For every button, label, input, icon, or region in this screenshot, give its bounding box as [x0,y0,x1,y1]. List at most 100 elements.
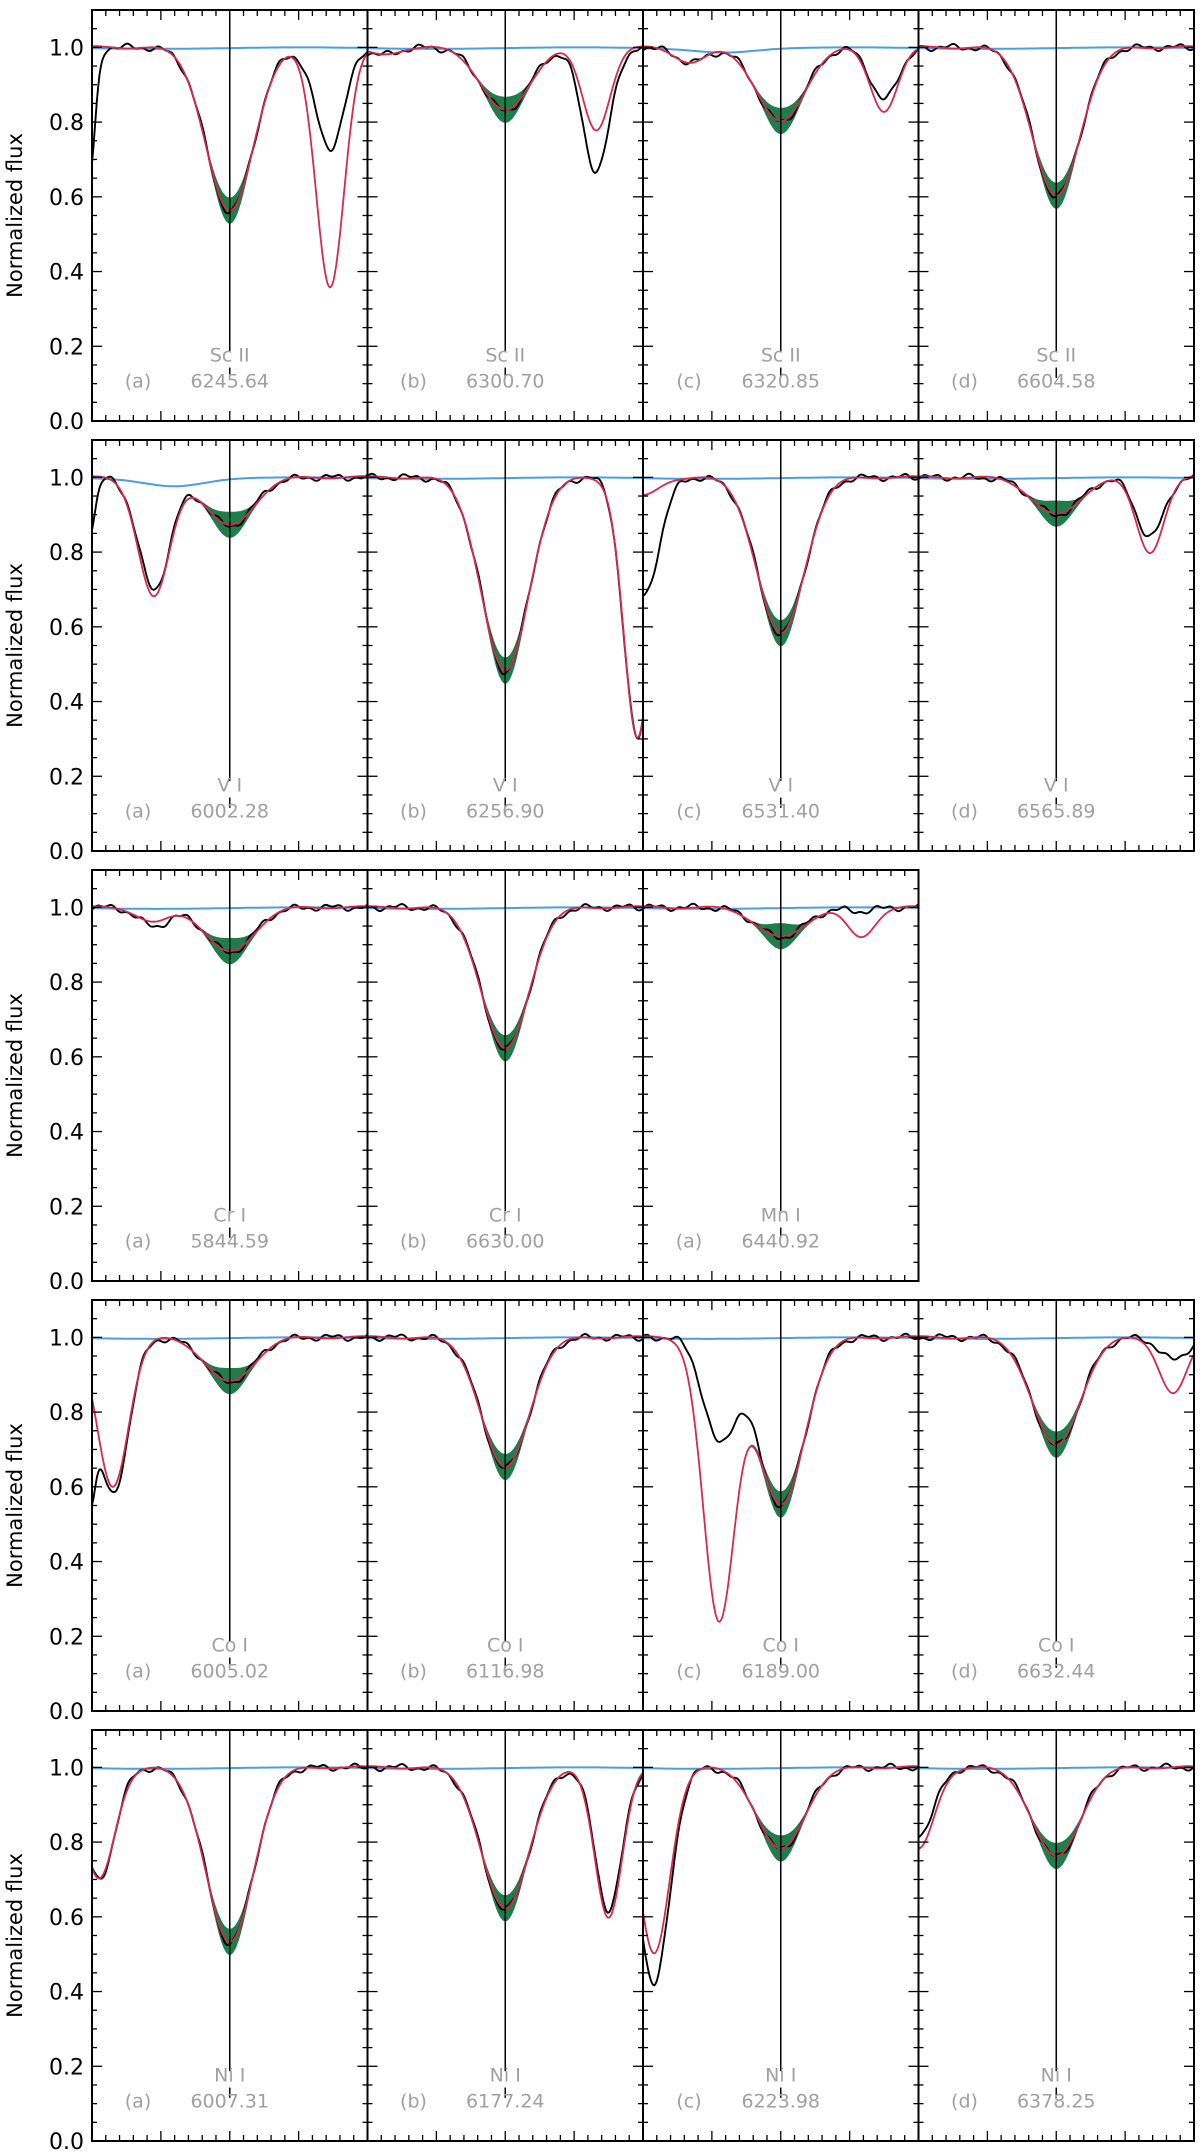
y-tick-label: 0.0 [49,840,84,865]
y-tick-label: 1.0 [49,896,84,921]
y-tick-label: 0.4 [49,1121,84,1146]
y-tick-label: 0.6 [49,616,84,641]
y-tick-label: 1.0 [49,36,84,61]
panel-letter: (a) [125,2090,151,2112]
panel-letter: (a) [125,1230,151,1252]
species-label: Sc II [761,344,801,366]
spectrum-panel: Ni I (a) 6007.31 [91,1729,369,2142]
y-tick-label: 0.6 [49,1476,84,1501]
y-tick-label: 0.8 [49,541,84,566]
spectrum-panel: Co I (d) 6632.44 [917,1299,1195,1712]
panel-letter: (b) [400,800,427,822]
y-tick-label: 0.4 [49,1981,84,2006]
y-tick-label: 0.2 [49,2055,84,2080]
panel-letter: (d) [951,800,978,822]
wavelength-label: 5844.59 [190,1230,269,1252]
wavelength-label: 6177.24 [466,2090,545,2112]
species-label: Cr I [213,1204,246,1226]
spectrum-panel: Sc II (c) 6320.85 [642,9,920,422]
y-tick-label: 0.8 [49,1401,84,1426]
y-axis-label: Normalized flux [3,563,27,728]
species-label: Co I [487,1634,524,1656]
y-tick-label: 0.4 [49,691,84,716]
spectrum-panel: Sc II (d) 6604.58 [917,9,1195,422]
wavelength-label: 6630.00 [466,1230,545,1252]
spectrum-panel: Mn I (a) 6440.92 [642,869,920,1282]
y-tick-label: 0.6 [49,1906,84,1931]
wavelength-label: 6116.98 [466,1660,545,1682]
panel-letter: (b) [400,1660,427,1682]
y-tick-label: 0.4 [49,1551,84,1576]
spectrum-panel: Ni I (c) 6223.98 [642,1729,920,2142]
y-tick-label: 0.8 [49,971,84,996]
panel-letter: (d) [951,2090,978,2112]
y-tick-label: 0.8 [49,1831,84,1856]
panel-letter: (c) [676,370,701,392]
y-tick-label: 0.6 [49,186,84,211]
species-label: Cr I [489,1204,522,1226]
species-label: Co I [1038,1634,1075,1656]
panel-letter: (a) [125,800,151,822]
panel-letter: (b) [400,370,427,392]
species-label: Ni I [765,2064,796,2086]
panel-letter: (c) [676,800,701,822]
y-tick-label: 1.0 [49,1756,84,1781]
species-label: Sc II [210,344,250,366]
wavelength-label: 6531.40 [741,800,820,822]
panel-letter: (a) [125,370,151,392]
panel-letter: (d) [951,370,978,392]
panel-letter: (c) [676,1660,701,1682]
y-axis-label: Normalized flux [3,993,27,1158]
spectrum-panel: Sc II (b) 6300.70 [366,9,644,422]
wavelength-label: 6189.00 [741,1660,820,1682]
spectrum-panel: Ni I (d) 6378.25 [917,1729,1195,2142]
wavelength-label: 6440.92 [741,1230,820,1252]
panel-letter: (d) [951,1660,978,1682]
y-tick-label: 0.8 [49,111,84,136]
species-label: Co I [762,1634,799,1656]
panel-letter: (a) [676,1230,702,1252]
y-tick-label: 0.6 [49,1046,84,1071]
y-tick-label: 0.2 [49,1625,84,1650]
spectrum-panel: V I (a) 6002.28 [91,439,369,852]
species-label: Ni I [490,2064,521,2086]
y-tick-label: 0.4 [49,261,84,286]
wavelength-label: 6378.25 [1017,2090,1096,2112]
y-tick-label: 0.0 [49,410,84,435]
panel-letter: (b) [400,1230,427,1252]
y-tick-label: 1.0 [49,466,84,491]
species-label: V I [217,774,242,796]
y-tick-label: 0.0 [49,1700,84,1725]
panel-letter: (a) [125,1660,151,1682]
species-label: Co I [211,1634,248,1656]
species-label: Ni I [214,2064,245,2086]
wavelength-label: 6300.70 [466,370,545,392]
y-tick-label: 1.0 [49,1326,84,1351]
y-tick-label: 0.2 [49,335,84,360]
species-label: Mn I [761,1204,801,1226]
wavelength-label: 6632.44 [1017,1660,1096,1682]
y-axis-label: Normalized flux [3,1423,27,1588]
panel-letter: (c) [676,2090,701,2112]
spectrum-panel: Co I (c) 6189.00 [642,1299,920,1712]
y-axis-label: Normalized flux [3,133,27,298]
species-label: Sc II [485,344,525,366]
wavelength-label: 6002.28 [190,800,269,822]
wavelength-label: 6320.85 [741,370,820,392]
wavelength-label: 6256.90 [466,800,545,822]
species-label: V I [493,774,518,796]
y-tick-label: 0.2 [49,1195,84,1220]
y-axis-label: Normalized flux [3,1853,27,2018]
y-tick-label: 0.2 [49,765,84,790]
y-tick-label: 0.0 [49,2130,84,2152]
y-tick-label: 0.0 [49,1270,84,1295]
spectrum-panel: Co I (b) 6116.98 [366,1299,644,1712]
spectrum-panel: V I (b) 6256.90 [366,439,644,852]
species-label: Sc II [1036,344,1076,366]
spectrum-panel: V I (c) 6531.40 [642,439,920,852]
species-label: V I [1044,774,1069,796]
wavelength-label: 6005.02 [190,1660,269,1682]
spectrum-panel: Ni I (b) 6177.24 [366,1729,644,2142]
species-label: V I [768,774,793,796]
